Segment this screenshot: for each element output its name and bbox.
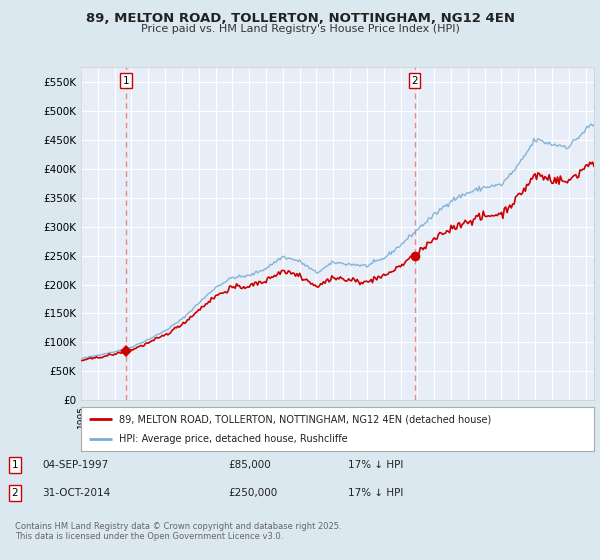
Text: 1: 1 [122, 76, 129, 86]
Text: 89, MELTON ROAD, TOLLERTON, NOTTINGHAM, NG12 4EN (detached house): 89, MELTON ROAD, TOLLERTON, NOTTINGHAM, … [119, 414, 492, 424]
Text: 2: 2 [411, 76, 418, 86]
Text: Price paid vs. HM Land Registry's House Price Index (HPI): Price paid vs. HM Land Registry's House … [140, 24, 460, 34]
Text: Contains HM Land Registry data © Crown copyright and database right 2025.
This d: Contains HM Land Registry data © Crown c… [15, 522, 341, 542]
Text: 2: 2 [11, 488, 19, 498]
Text: HPI: Average price, detached house, Rushcliffe: HPI: Average price, detached house, Rush… [119, 433, 348, 444]
Text: 89, MELTON ROAD, TOLLERTON, NOTTINGHAM, NG12 4EN: 89, MELTON ROAD, TOLLERTON, NOTTINGHAM, … [86, 12, 515, 25]
Text: £85,000: £85,000 [228, 460, 271, 470]
Text: 04-SEP-1997: 04-SEP-1997 [42, 460, 108, 470]
Text: 17% ↓ HPI: 17% ↓ HPI [348, 488, 403, 498]
Text: £250,000: £250,000 [228, 488, 277, 498]
Text: 17% ↓ HPI: 17% ↓ HPI [348, 460, 403, 470]
Text: 31-OCT-2014: 31-OCT-2014 [42, 488, 110, 498]
Text: 1: 1 [11, 460, 19, 470]
